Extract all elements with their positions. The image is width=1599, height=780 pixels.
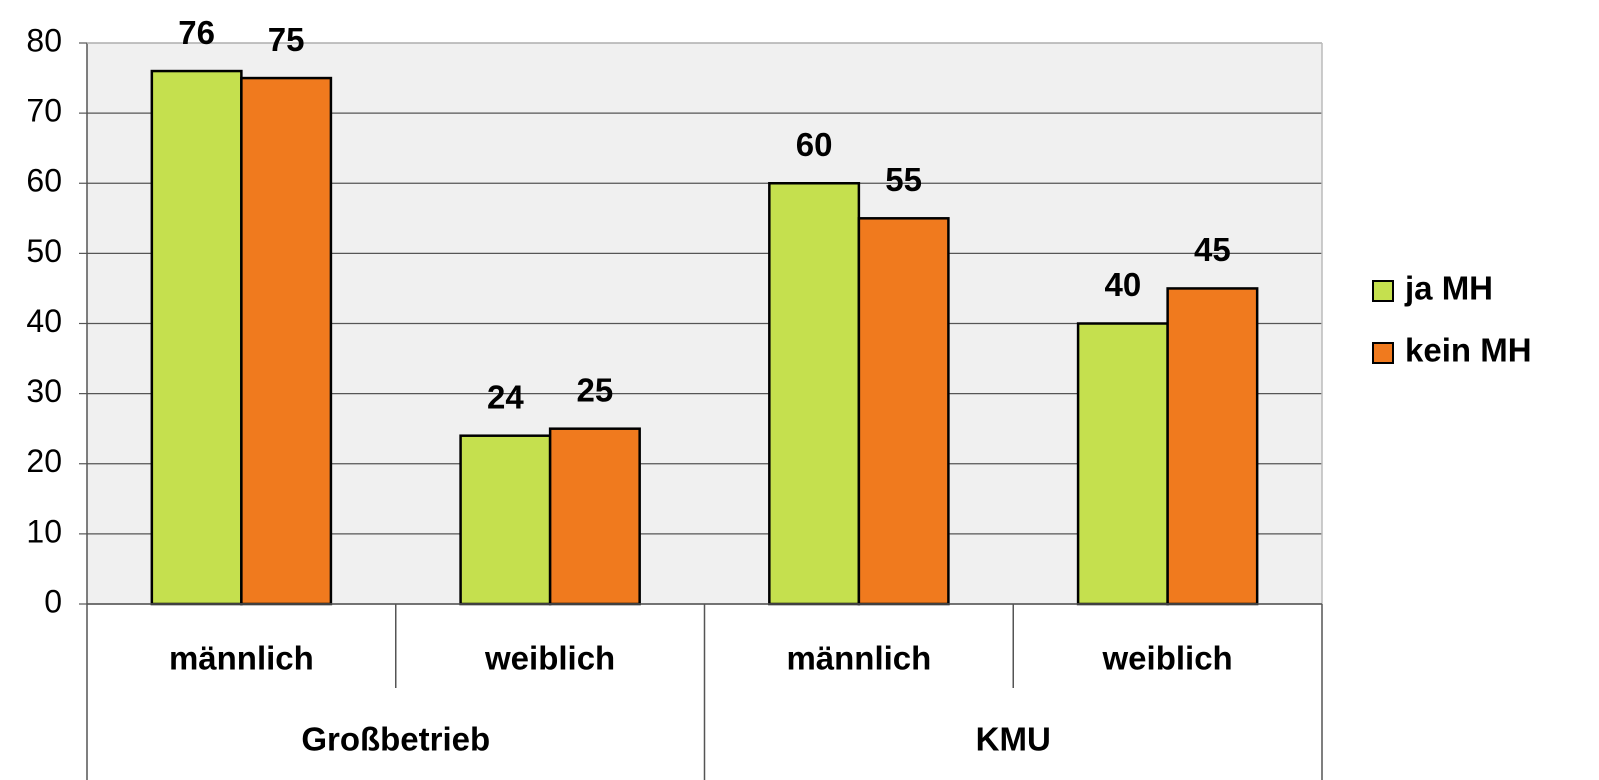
data-label: 60 <box>796 126 833 163</box>
y-tick-label: 10 <box>26 513 62 549</box>
bar <box>548 427 641 606</box>
bar <box>857 217 950 606</box>
x-tick-label: männlich <box>169 640 314 677</box>
legend-swatch <box>1372 342 1394 364</box>
legend-label: kein MH <box>1405 332 1532 369</box>
x-tick-label: weiblich <box>1102 640 1233 677</box>
bar <box>240 76 333 606</box>
data-label: 45 <box>1194 231 1231 268</box>
legend-label: ja MH <box>1404 270 1493 307</box>
y-tick-label: 20 <box>26 443 62 479</box>
y-tick-label: 70 <box>26 93 62 129</box>
y-tick-label: 40 <box>26 303 62 339</box>
legend-swatch <box>1372 280 1394 302</box>
group-label: KMU <box>976 721 1051 758</box>
x-tick-label: weiblich <box>484 640 615 677</box>
bar <box>459 434 552 606</box>
data-label: 24 <box>487 378 524 415</box>
data-label: 76 <box>178 14 215 51</box>
y-tick-label: 30 <box>26 373 62 409</box>
x-tick-label: männlich <box>786 640 931 677</box>
data-label: 75 <box>268 21 305 58</box>
data-label: 55 <box>885 161 922 198</box>
bar <box>768 182 861 606</box>
bar <box>150 69 243 606</box>
y-tick-label: 50 <box>26 233 62 269</box>
data-label: 40 <box>1104 266 1141 303</box>
y-tick-label: 60 <box>26 163 62 199</box>
bar <box>1166 287 1259 606</box>
y-tick-label: 0 <box>44 583 62 619</box>
bar <box>1076 322 1169 606</box>
y-tick-label: 80 <box>26 22 62 58</box>
group-label: Großbetrieb <box>301 721 490 758</box>
data-label: 25 <box>577 371 614 408</box>
